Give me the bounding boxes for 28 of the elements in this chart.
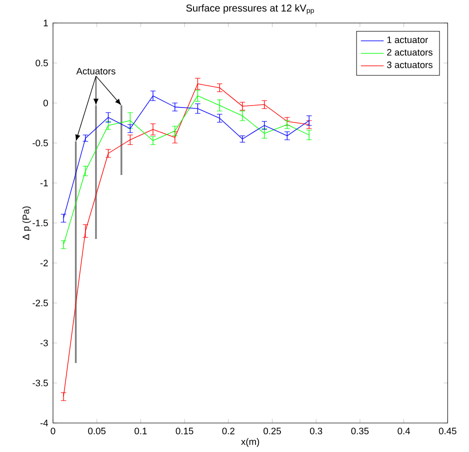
y-tick-label: 0 xyxy=(43,100,48,106)
legend-label: 2 actuators xyxy=(387,49,432,56)
y-tick-label: -2 xyxy=(40,260,48,266)
legend-label: 1 actuator xyxy=(387,36,428,44)
x-tick-label: 0.15 xyxy=(176,428,194,434)
x-tick-label: 0.3 xyxy=(310,428,322,434)
x-axis-title: x(m) xyxy=(241,438,260,447)
y-tick-label: 0.5 xyxy=(36,60,48,66)
y-tick-label: -1 xyxy=(40,180,48,186)
x-tick-label: 0.4 xyxy=(398,428,410,434)
x-tick-label: 0.2 xyxy=(222,428,234,434)
y-axis-title: Δ p (Pa) xyxy=(22,206,32,240)
legend-label: 3 actuators xyxy=(387,62,432,68)
x-tick-label: 0.25 xyxy=(264,428,281,434)
y-tick-label: -0.5 xyxy=(32,140,48,146)
y-tick-label: -3 xyxy=(40,340,48,346)
annotation: Actuators xyxy=(76,68,116,74)
y-tick-label: -3.5 xyxy=(32,380,48,386)
x-tick-label: 0.05 xyxy=(88,428,106,434)
x-tick-label: 0.35 xyxy=(351,428,369,434)
y-tick-label: 1 xyxy=(44,20,48,26)
y-tick-label: -2.5 xyxy=(32,300,48,306)
x-tick-label: 0.45 xyxy=(438,428,456,434)
y-tick-label: -4 xyxy=(40,420,48,426)
y-tick-label: -1.5 xyxy=(32,220,48,226)
x-tick-label: 0 xyxy=(50,428,56,434)
chart-title: Surface pressures at 12 kV$_{pp}$ xyxy=(186,4,314,14)
x-tick-label: 0.1 xyxy=(134,428,147,434)
